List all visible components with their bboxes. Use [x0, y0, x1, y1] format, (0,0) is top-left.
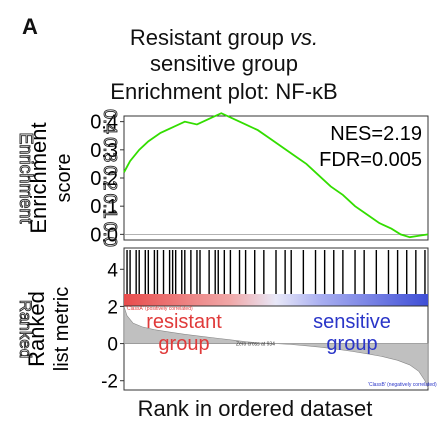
metric-ytick-label: 0	[107, 335, 118, 356]
es-ytick-rotated-label: 0.3	[100, 137, 120, 162]
nes-annotation: NES=2.19	[330, 123, 422, 145]
es-ytick-rotated-label: 0.2	[100, 165, 120, 190]
x-axis-label: Rank in ordered dataset	[137, 396, 373, 421]
es-ytick-label: 0.2	[90, 168, 118, 190]
metric-ylabel-mirrored: Ranked	[16, 300, 35, 359]
title-italic-text: vs.	[290, 25, 319, 50]
metric-ytick-label: -2	[101, 372, 118, 393]
es-ytick-rotated-label: 0.4	[100, 109, 120, 134]
es-ylabel-line2: score	[53, 154, 75, 203]
sensitive-label-line1: sensitive	[313, 311, 391, 333]
resistant-label-line1: resistant	[146, 311, 222, 333]
metric-ytick-label: 4	[107, 260, 118, 281]
es-ytick-label: 0.4	[90, 112, 118, 134]
title-main-text: Resistant group	[129, 25, 291, 50]
chart-title-line1: Resistant group vs.	[0, 26, 448, 50]
es-ylabel-mirrored: Enrichment	[16, 132, 36, 223]
running-enrichment-score-line	[123, 112, 429, 239]
es-ytick-rotated-label: 0.1	[100, 194, 120, 219]
es-ylabel-line1: Enrichment	[26, 122, 51, 233]
pos-corr-label: 'ClassA' (positively correlated)	[126, 306, 193, 312]
chart-title-line2: sensitive group	[150, 51, 298, 76]
resistant-label-line2: group	[158, 333, 209, 355]
sensitive-label-line2: group	[326, 333, 377, 355]
fdr-annotation: FDR=0.005	[319, 149, 422, 171]
es-ytick-rotated-label: 0.0	[100, 222, 120, 247]
metric-ylabel-line1: Ranked	[24, 291, 49, 367]
chart-title-line3: Enrichment plot: NF-κB	[110, 79, 338, 104]
neg-corr-label: 'ClassB' (negatively correlated)	[368, 382, 437, 388]
es-ytick-label: 0.0	[90, 224, 118, 246]
panel-letter: A	[22, 14, 38, 39]
es-ytick-label: 0.3	[90, 140, 118, 162]
es-ytick-label: 0.1	[90, 196, 118, 218]
metric-ylabel-line2: list metric	[51, 287, 73, 371]
metric-ytick-label: 2	[107, 297, 118, 318]
correlation-color-band	[124, 294, 428, 306]
zero-cross-label: Zero cross at 934	[236, 342, 275, 348]
ranked-metric-area	[123, 306, 429, 389]
